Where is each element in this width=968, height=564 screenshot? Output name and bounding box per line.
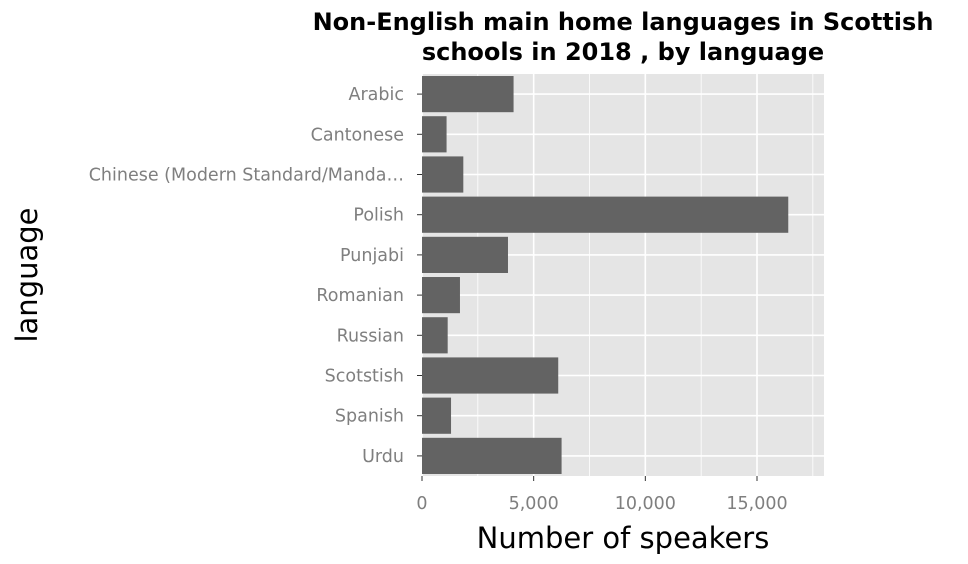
y-tick-label: Chinese (Modern Standard/Manda…: [89, 166, 404, 186]
chart-title-line-2: schools in 2018 , by language: [422, 38, 824, 66]
y-tick-label: Russian: [337, 326, 404, 346]
bar: [422, 437, 562, 474]
y-tick-label: Urdu: [362, 447, 404, 467]
y-tick-label: Arabic: [349, 85, 404, 105]
bars: [422, 76, 789, 474]
y-tick-label: Spanish: [335, 407, 404, 427]
y-tick-label: Punjabi: [340, 246, 404, 266]
x-axis-title: Number of speakers: [477, 521, 770, 555]
bar: [422, 277, 460, 314]
bar: [422, 357, 559, 394]
y-tick-label: Polish: [353, 206, 404, 226]
y-tick-label: Cantonese: [311, 125, 404, 145]
bar: [422, 76, 514, 113]
bar: [422, 236, 508, 273]
bar: [422, 317, 448, 354]
x-tick-label: 0: [416, 494, 427, 514]
x-axis: 0 5,000 10,000 15,000: [416, 476, 788, 514]
bar: [422, 196, 789, 233]
y-tick-label: Scotstish: [325, 367, 404, 387]
bar: [422, 156, 464, 193]
y-tick-label: Romanian: [316, 286, 404, 306]
bar: [422, 397, 452, 434]
y-axis: Arabic Cantonese Chinese (Modern Standard/…: [89, 85, 422, 467]
x-tick-label: 10,000: [615, 494, 676, 514]
bar: [422, 116, 447, 153]
y-axis-title: language: [10, 207, 44, 342]
x-tick-label: 15,000: [726, 494, 787, 514]
chart-title-line-1: Non-English main home languages in Scott…: [313, 8, 934, 36]
x-tick-label: 5,000: [509, 494, 559, 514]
